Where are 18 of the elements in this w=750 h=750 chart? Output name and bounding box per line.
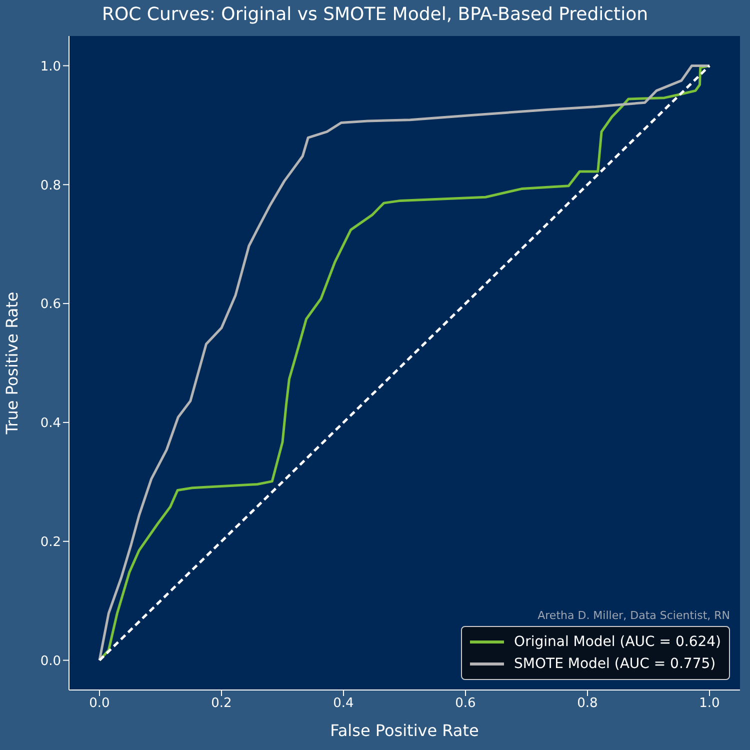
x-tick-label: 1.0 <box>699 696 720 712</box>
x-tick-label: 0.8 <box>577 696 598 712</box>
y-tick-label: 0.6 <box>40 297 61 312</box>
legend-label: Original Model (AUC = 0.624) <box>514 633 721 652</box>
x-tick-label: 0.6 <box>455 696 476 712</box>
chart-title: ROC Curves: Original vs SMOTE Model, BPA-Based Prediction <box>100 4 650 25</box>
x-axis-title: False Positive Rate <box>330 721 479 740</box>
x-tick-label: 0.2 <box>211 696 232 712</box>
y-tick-label: 0.0 <box>40 654 61 669</box>
x-tick-label: 0.0 <box>89 696 110 712</box>
y-axis-title: True Positive Rate <box>2 292 22 436</box>
legend-label: SMOTE Model (AUC = 0.775) <box>514 655 716 674</box>
y-tick-label: 1.0 <box>40 59 61 74</box>
y-tick-label: 0.4 <box>40 416 61 432</box>
annotation: Aretha D. Miller, Data Scientist, RN <box>538 609 730 622</box>
x-tick-label: 0.4 <box>333 696 354 712</box>
y-tick-label: 0.2 <box>40 534 61 550</box>
y-tick-label: 0.8 <box>40 178 61 194</box>
